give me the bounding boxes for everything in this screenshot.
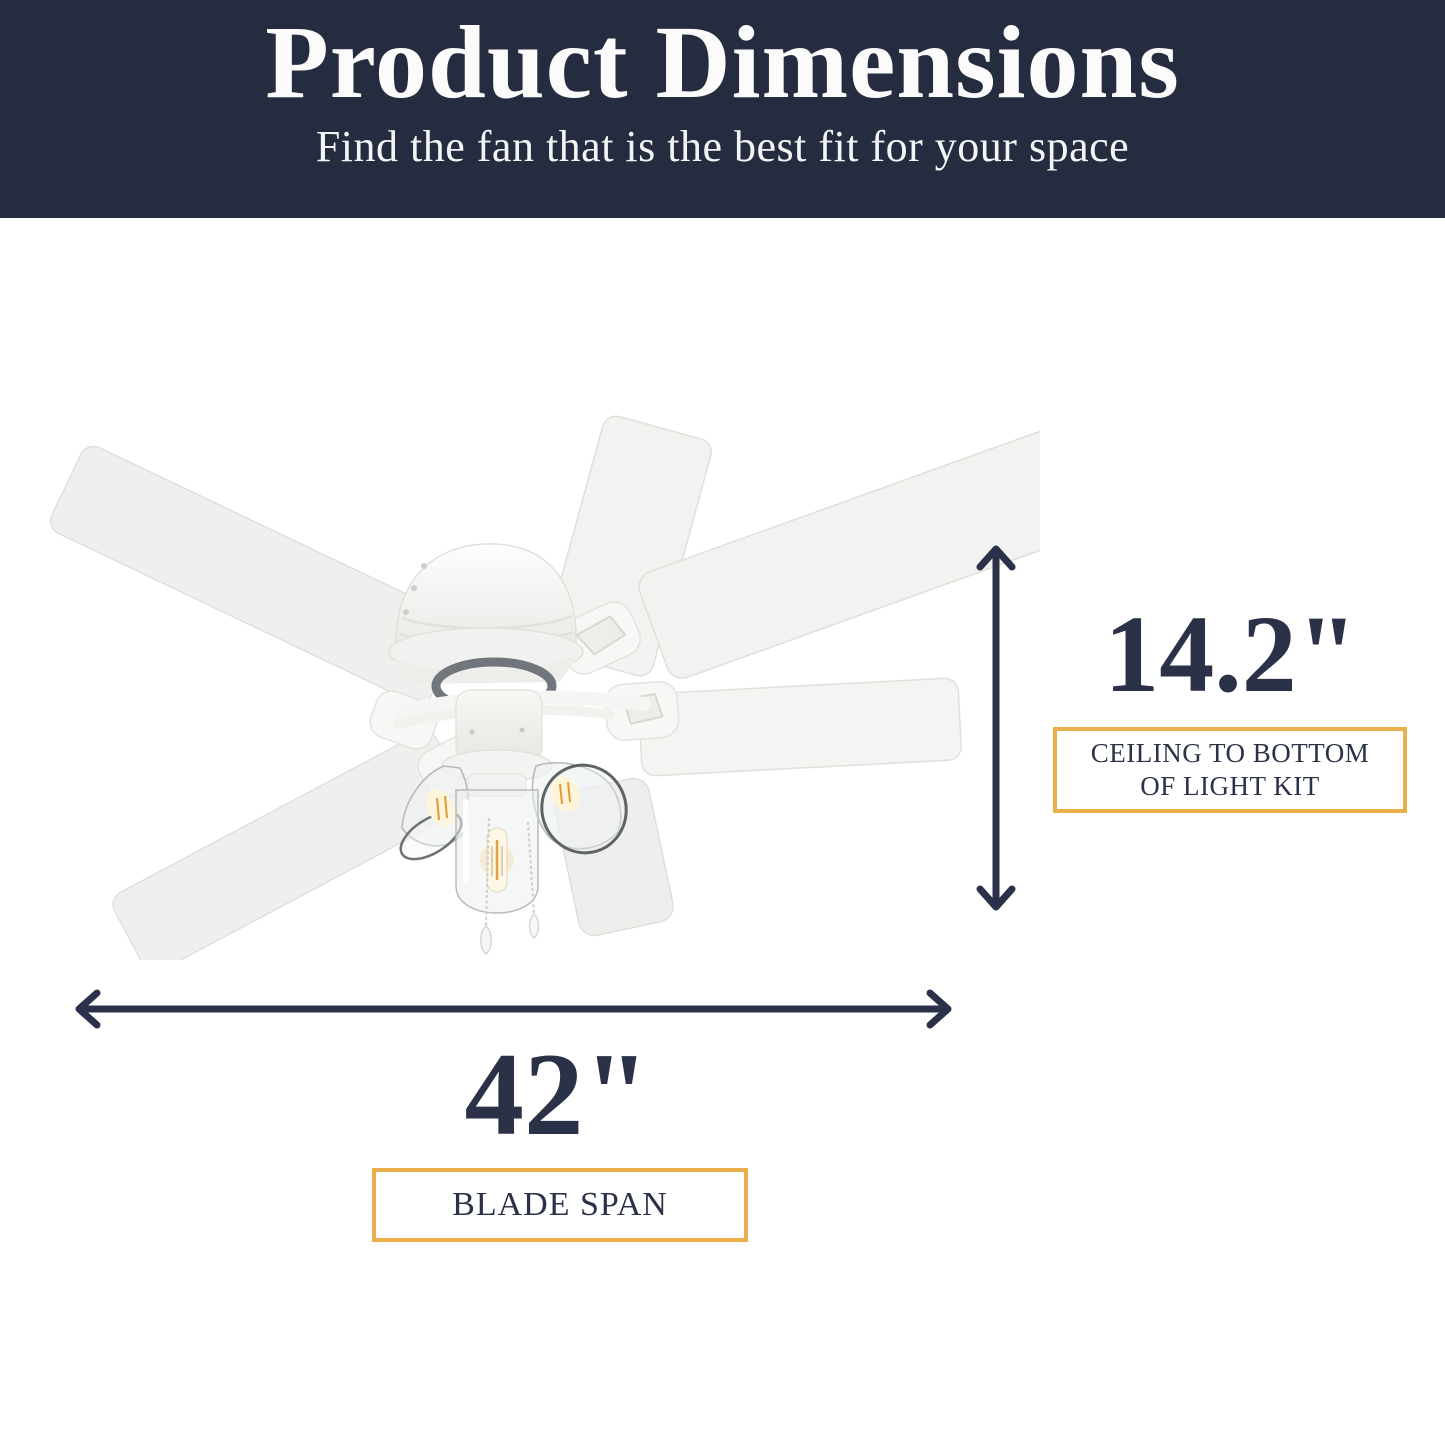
height-value: 14.2" <box>1104 593 1358 715</box>
page-title: Product Dimensions <box>265 5 1180 120</box>
pull-chain-left <box>480 817 492 955</box>
page-subtitle: Find the fan that is the best fit for yo… <box>315 122 1130 172</box>
arrow-right-head <box>926 989 952 1029</box>
edison-bulb-right <box>550 776 580 812</box>
pull-chain-right <box>527 821 540 939</box>
height-label-line1: CEILING TO BOTTOM <box>1090 738 1370 769</box>
fan-blades <box>49 415 1040 960</box>
ceiling-fan-image <box>49 415 1040 960</box>
header-banner: Product Dimensions Find the fan that is … <box>0 0 1445 218</box>
fan-blade-upper-left <box>49 445 463 705</box>
glass-shade-center <box>455 773 539 914</box>
arrow-down-head <box>976 885 1016 911</box>
width-dimension-arrow <box>75 989 952 1029</box>
light-kit <box>399 749 628 955</box>
height-label-box: CEILING TO BOTTOM OF LIGHT KIT <box>1053 727 1407 813</box>
width-label-box: BLADE SPAN <box>372 1168 748 1242</box>
height-label-line2: OF LIGHT KIT <box>1140 771 1320 801</box>
glass-shade-left <box>399 765 470 861</box>
width-value: 42" <box>464 1028 650 1160</box>
edison-bulb-left <box>426 789 456 827</box>
width-label: BLADE SPAN <box>452 1186 668 1223</box>
height-dimension-arrow <box>976 545 1016 911</box>
blade-iron-right <box>604 681 680 741</box>
fan-blade-upper-right <box>638 425 1040 679</box>
arrow-left-head <box>75 989 101 1029</box>
glass-shade-right <box>531 762 628 855</box>
fan-blade-right <box>638 677 962 777</box>
arrow-up-head <box>976 545 1016 571</box>
